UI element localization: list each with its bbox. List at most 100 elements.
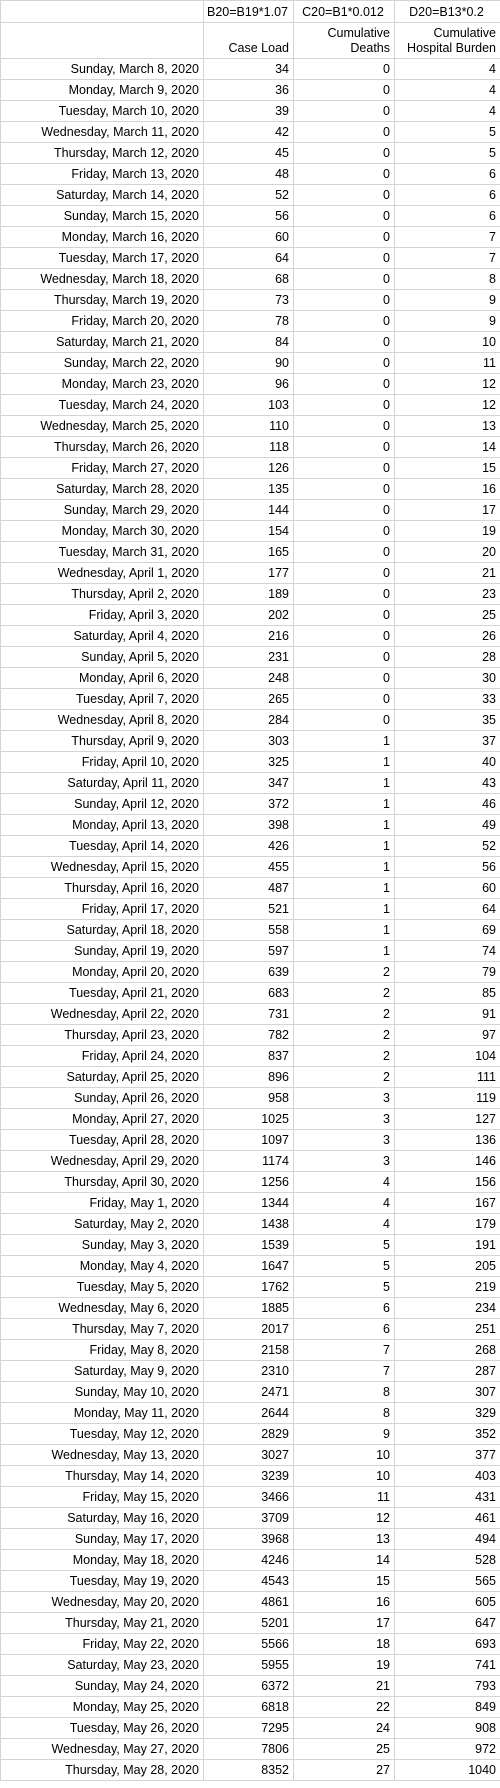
deaths-cell[interactable]: 0 [293, 415, 395, 437]
case-load-cell[interactable]: 426 [203, 835, 294, 857]
hospital-burden-cell[interactable]: 52 [394, 835, 500, 857]
deaths-cell[interactable]: 16 [293, 1591, 395, 1613]
case-load-cell[interactable]: 896 [203, 1066, 294, 1088]
deaths-cell[interactable]: 11 [293, 1486, 395, 1508]
date-cell[interactable]: Sunday, May 3, 2020 [0, 1234, 204, 1256]
date-cell[interactable]: Wednesday, April 8, 2020 [0, 709, 204, 731]
hospital-burden-cell[interactable]: 6 [394, 163, 500, 185]
date-cell[interactable]: Tuesday, April 14, 2020 [0, 835, 204, 857]
date-cell[interactable]: Monday, April 6, 2020 [0, 667, 204, 689]
date-cell[interactable]: Tuesday, March 31, 2020 [0, 541, 204, 563]
deaths-cell[interactable]: 3 [293, 1108, 395, 1130]
date-cell[interactable]: Wednesday, March 18, 2020 [0, 268, 204, 290]
case-load-cell[interactable]: 372 [203, 793, 294, 815]
deaths-cell[interactable]: 0 [293, 478, 395, 500]
date-cell[interactable]: Friday, March 20, 2020 [0, 310, 204, 332]
deaths-cell[interactable]: 0 [293, 331, 395, 353]
deaths-cell[interactable]: 0 [293, 688, 395, 710]
hospital-burden-cell[interactable]: 97 [394, 1024, 500, 1046]
case-load-cell[interactable]: 455 [203, 856, 294, 878]
deaths-cell[interactable]: 0 [293, 520, 395, 542]
hospital-burden-cell[interactable]: 205 [394, 1255, 500, 1277]
hospital-burden-cell[interactable]: 793 [394, 1675, 500, 1697]
hospital-burden-cell[interactable]: 219 [394, 1276, 500, 1298]
date-cell[interactable]: Saturday, March 28, 2020 [0, 478, 204, 500]
hospital-burden-cell[interactable]: 167 [394, 1192, 500, 1214]
case-load-cell[interactable]: 398 [203, 814, 294, 836]
hospital-burden-cell[interactable]: 528 [394, 1549, 500, 1571]
deaths-cell[interactable]: 12 [293, 1507, 395, 1529]
deaths-cell[interactable]: 1 [293, 751, 395, 773]
hospital-burden-cell[interactable]: 85 [394, 982, 500, 1004]
hospital-burden-cell[interactable]: 30 [394, 667, 500, 689]
deaths-cell[interactable]: 2 [293, 1045, 395, 1067]
date-cell[interactable]: Thursday, May 14, 2020 [0, 1465, 204, 1487]
date-cell[interactable]: Tuesday, March 10, 2020 [0, 100, 204, 122]
hospital-burden-cell[interactable]: 136 [394, 1129, 500, 1151]
case-load-cell[interactable]: 5201 [203, 1612, 294, 1634]
deaths-cell[interactable]: 0 [293, 121, 395, 143]
case-load-cell[interactable]: 1174 [203, 1150, 294, 1172]
hospital-burden-cell[interactable]: 605 [394, 1591, 500, 1613]
deaths-cell[interactable]: 0 [293, 499, 395, 521]
deaths-cell[interactable]: 0 [293, 667, 395, 689]
date-cell[interactable]: Wednesday, May 6, 2020 [0, 1297, 204, 1319]
deaths-cell[interactable]: 1 [293, 919, 395, 941]
case-load-cell[interactable]: 1344 [203, 1192, 294, 1214]
deaths-cell[interactable]: 0 [293, 646, 395, 668]
case-load-cell[interactable]: 60 [203, 226, 294, 248]
deaths-cell[interactable]: 0 [293, 583, 395, 605]
date-cell[interactable]: Monday, March 16, 2020 [0, 226, 204, 248]
date-cell[interactable]: Tuesday, April 21, 2020 [0, 982, 204, 1004]
hospital-burden-cell[interactable]: 8 [394, 268, 500, 290]
case-load-cell[interactable]: 1025 [203, 1108, 294, 1130]
hospital-burden-cell[interactable]: 37 [394, 730, 500, 752]
hospital-burden-cell[interactable]: 4 [394, 79, 500, 101]
date-cell[interactable]: Thursday, May 28, 2020 [0, 1759, 204, 1781]
deaths-cell[interactable]: 10 [293, 1444, 395, 1466]
deaths-cell[interactable]: 0 [293, 100, 395, 122]
deaths-cell[interactable]: 0 [293, 289, 395, 311]
deaths-cell[interactable]: 0 [293, 604, 395, 626]
case-load-cell[interactable]: 2158 [203, 1339, 294, 1361]
date-cell[interactable]: Friday, April 17, 2020 [0, 898, 204, 920]
header-cell-case-load[interactable]: Case Load [203, 22, 294, 59]
date-cell[interactable]: Tuesday, May 19, 2020 [0, 1570, 204, 1592]
case-load-cell[interactable]: 56 [203, 205, 294, 227]
case-load-cell[interactable]: 521 [203, 898, 294, 920]
deaths-cell[interactable]: 2 [293, 1024, 395, 1046]
case-load-cell[interactable]: 84 [203, 331, 294, 353]
case-load-cell[interactable]: 683 [203, 982, 294, 1004]
case-load-cell[interactable]: 487 [203, 877, 294, 899]
deaths-cell[interactable]: 1 [293, 793, 395, 815]
header-cell-date[interactable] [0, 22, 204, 59]
case-load-cell[interactable]: 1885 [203, 1297, 294, 1319]
case-load-cell[interactable]: 558 [203, 919, 294, 941]
deaths-cell[interactable]: 18 [293, 1633, 395, 1655]
header-cell-cumulative-deaths[interactable]: Cumulative Deaths [293, 22, 395, 59]
hospital-burden-cell[interactable]: 741 [394, 1654, 500, 1676]
deaths-cell[interactable]: 1 [293, 898, 395, 920]
hospital-burden-cell[interactable]: 156 [394, 1171, 500, 1193]
deaths-cell[interactable]: 1 [293, 835, 395, 857]
hospital-burden-cell[interactable]: 12 [394, 373, 500, 395]
deaths-cell[interactable]: 0 [293, 562, 395, 584]
deaths-cell[interactable]: 27 [293, 1759, 395, 1781]
deaths-cell[interactable]: 10 [293, 1465, 395, 1487]
case-load-cell[interactable]: 731 [203, 1003, 294, 1025]
date-cell[interactable]: Sunday, April 26, 2020 [0, 1087, 204, 1109]
deaths-cell[interactable]: 3 [293, 1129, 395, 1151]
deaths-cell[interactable]: 3 [293, 1150, 395, 1172]
date-cell[interactable]: Wednesday, April 15, 2020 [0, 856, 204, 878]
case-load-cell[interactable]: 3968 [203, 1528, 294, 1550]
hospital-burden-cell[interactable]: 111 [394, 1066, 500, 1088]
deaths-cell[interactable]: 0 [293, 79, 395, 101]
case-load-cell[interactable]: 8352 [203, 1759, 294, 1781]
case-load-cell[interactable]: 231 [203, 646, 294, 668]
date-cell[interactable]: Saturday, May 9, 2020 [0, 1360, 204, 1382]
date-cell[interactable]: Thursday, April 30, 2020 [0, 1171, 204, 1193]
case-load-cell[interactable]: 2017 [203, 1318, 294, 1340]
case-load-cell[interactable]: 1438 [203, 1213, 294, 1235]
date-cell[interactable]: Monday, April 20, 2020 [0, 961, 204, 983]
case-load-cell[interactable]: 3239 [203, 1465, 294, 1487]
